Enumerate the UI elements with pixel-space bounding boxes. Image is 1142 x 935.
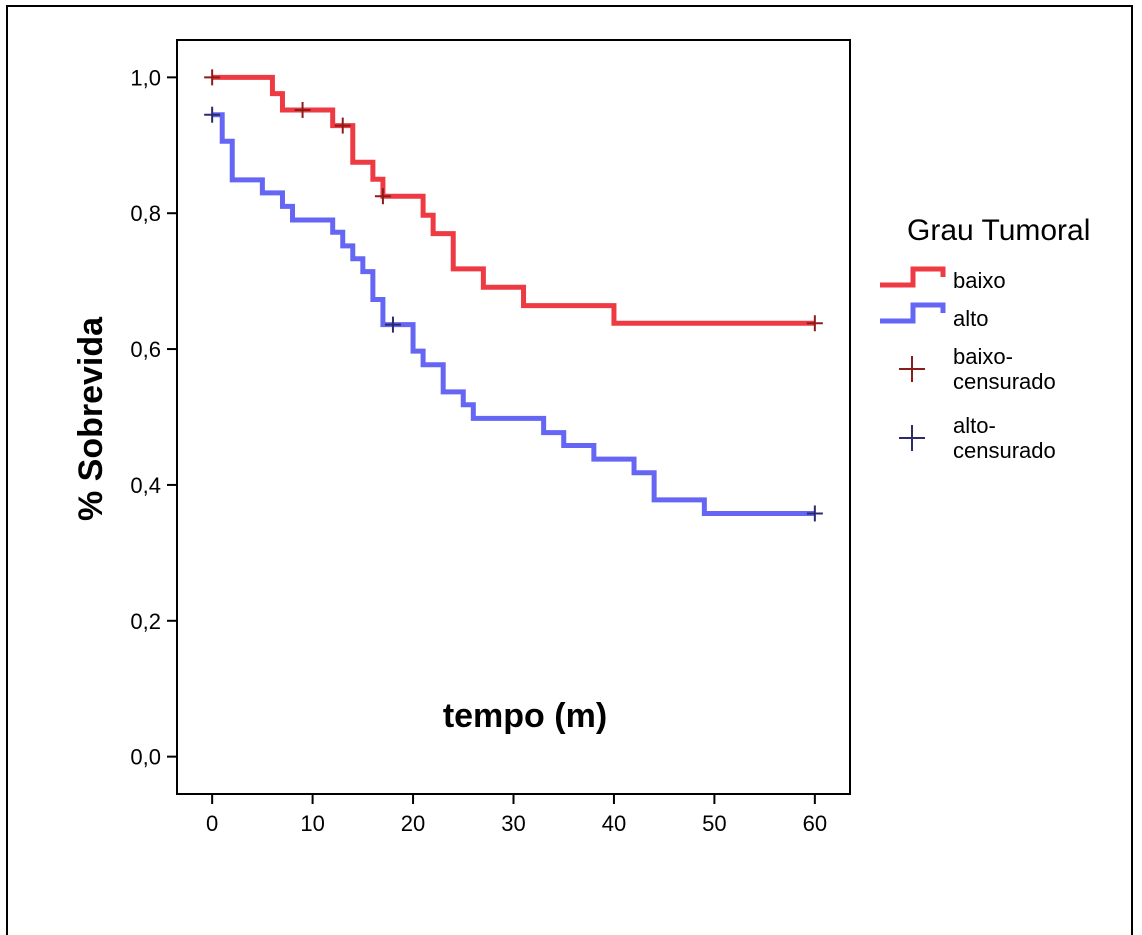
x-tick-label: 60	[803, 811, 827, 836]
legend-marker-alto-censurado	[899, 425, 925, 451]
legend-swatch-alto	[880, 302, 946, 324]
censor-marker-baixo	[204, 69, 221, 86]
y-axis: 0,0 0,2 0,4 0,6 0,8 1,0	[130, 65, 177, 770]
series-layer	[212, 74, 815, 516]
legend-label-baixo-censurado-2: censurado	[953, 369, 1056, 394]
y-tick-label: 0,2	[130, 609, 161, 634]
x-tick-label: 10	[300, 811, 324, 836]
y-tick-label: 0,8	[130, 201, 161, 226]
series-line-alto	[212, 112, 815, 516]
legend-label-alto: alto	[953, 306, 988, 331]
censor-markers	[204, 69, 823, 522]
legend-marker-baixo-censurado	[899, 356, 925, 382]
x-tick-label: 40	[602, 811, 626, 836]
legend-label-alto-censurado-2: censurado	[953, 438, 1056, 463]
y-tick-label: 0,4	[130, 473, 161, 498]
x-tick-label: 0	[206, 811, 218, 836]
censor-marker-baixo	[374, 188, 391, 205]
figure-frame	[6, 5, 1133, 935]
legend-swatch-baixo	[880, 266, 946, 288]
censor-marker-alto	[806, 505, 823, 522]
y-tick-label: 1,0	[130, 65, 161, 90]
censor-marker-alto	[204, 106, 221, 123]
x-axis: 0 10 20 30 40 50 60	[206, 794, 827, 836]
legend-label-alto-censurado: alto-	[953, 413, 996, 438]
censor-marker-baixo	[806, 315, 823, 332]
y-tick-label: 0,0	[130, 745, 161, 770]
censor-marker-baixo	[294, 101, 311, 118]
legend-label-baixo: baixo	[953, 268, 1006, 293]
censor-marker-baixo	[334, 117, 351, 134]
x-axis-title: tempo (m)	[443, 697, 607, 735]
x-tick-label: 30	[501, 811, 525, 836]
legend-title: Grau Tumoral	[907, 214, 1090, 247]
y-tick-label: 0,6	[130, 337, 161, 362]
y-axis-title: % Sobrevida	[72, 316, 110, 521]
x-tick-label: 20	[401, 811, 425, 836]
legend: Grau Tumoral baixoaltobaixo-censuradoalt…	[880, 214, 1090, 463]
censor-marker-alto	[384, 316, 401, 333]
series-line-baixo	[212, 74, 815, 326]
legend-label-baixo-censurado: baixo-	[953, 344, 1013, 369]
x-tick-label: 50	[702, 811, 726, 836]
